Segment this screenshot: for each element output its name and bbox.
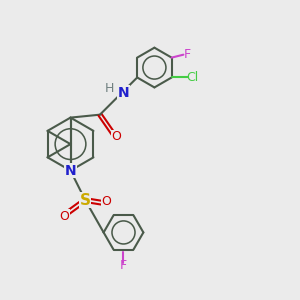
Text: H: H	[105, 82, 114, 95]
Text: N: N	[65, 164, 76, 178]
Text: O: O	[101, 195, 111, 208]
Text: O: O	[111, 130, 121, 143]
Text: F: F	[120, 259, 127, 272]
Text: Cl: Cl	[186, 71, 198, 84]
Text: N: N	[118, 85, 129, 100]
Text: S: S	[80, 193, 91, 208]
Text: O: O	[59, 210, 69, 223]
Text: F: F	[183, 48, 190, 61]
